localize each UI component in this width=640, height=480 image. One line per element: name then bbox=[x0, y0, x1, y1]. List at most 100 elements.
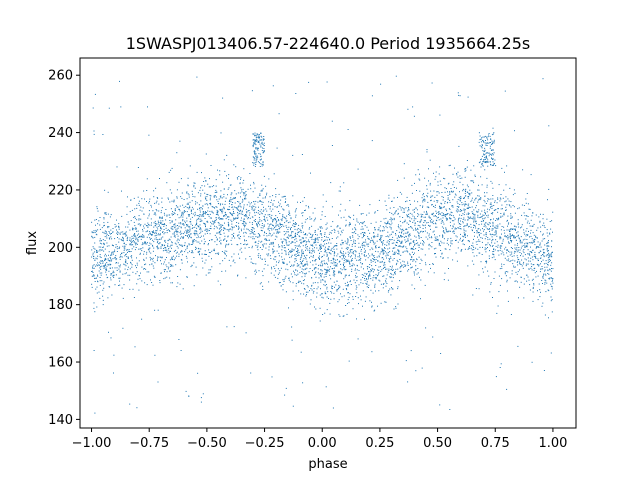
data-point bbox=[386, 274, 388, 276]
data-point bbox=[411, 218, 413, 220]
data-point bbox=[327, 258, 329, 260]
data-point bbox=[487, 242, 489, 244]
data-point bbox=[276, 229, 278, 231]
data-point bbox=[159, 238, 160, 240]
data-point bbox=[174, 208, 176, 210]
data-point bbox=[231, 206, 233, 208]
data-point bbox=[249, 221, 251, 223]
data-point bbox=[133, 228, 135, 230]
data-point bbox=[551, 251, 553, 253]
data-point bbox=[222, 181, 224, 183]
data-point bbox=[315, 263, 317, 265]
data-point bbox=[201, 215, 203, 217]
data-point bbox=[184, 220, 186, 222]
data-point bbox=[393, 242, 395, 244]
data-point bbox=[479, 252, 481, 254]
data-point bbox=[258, 240, 260, 242]
data-point bbox=[337, 253, 339, 255]
data-point bbox=[374, 309, 376, 311]
data-point bbox=[155, 231, 157, 233]
data-point bbox=[551, 288, 553, 290]
data-point bbox=[487, 208, 489, 210]
data-point bbox=[259, 224, 261, 226]
data-point bbox=[360, 282, 362, 284]
data-point bbox=[531, 279, 533, 281]
data-point bbox=[202, 189, 204, 191]
data-point bbox=[231, 229, 233, 231]
data-point bbox=[244, 215, 246, 217]
data-point bbox=[334, 231, 336, 233]
data-point bbox=[500, 213, 502, 214]
data-point bbox=[471, 249, 473, 251]
data-point bbox=[309, 261, 311, 263]
data-point bbox=[91, 221, 93, 223]
data-point bbox=[323, 245, 325, 247]
data-point bbox=[414, 274, 415, 276]
data-point bbox=[228, 201, 230, 202]
data-point bbox=[269, 233, 271, 235]
data-point bbox=[440, 206, 442, 208]
data-point bbox=[539, 296, 541, 298]
data-point bbox=[512, 194, 514, 196]
data-point bbox=[345, 252, 347, 254]
data-point bbox=[96, 234, 98, 236]
data-point bbox=[536, 237, 538, 239]
data-point bbox=[268, 226, 270, 228]
data-point bbox=[276, 220, 278, 222]
data-point bbox=[321, 296, 323, 298]
data-point bbox=[131, 244, 133, 246]
data-point bbox=[288, 241, 290, 243]
data-point bbox=[255, 211, 257, 213]
data-point bbox=[107, 259, 109, 261]
data-point bbox=[547, 289, 549, 291]
data-point bbox=[391, 200, 393, 202]
data-point bbox=[272, 234, 274, 236]
data-point bbox=[165, 227, 167, 229]
data-point bbox=[537, 264, 539, 266]
data-point bbox=[113, 354, 115, 356]
data-point bbox=[304, 255, 306, 257]
data-point bbox=[405, 201, 406, 203]
data-point bbox=[441, 192, 443, 193]
data-point bbox=[184, 251, 186, 253]
data-point bbox=[514, 266, 516, 268]
data-point bbox=[237, 235, 239, 237]
data-point bbox=[283, 247, 285, 249]
data-point bbox=[423, 225, 425, 227]
data-point bbox=[124, 245, 126, 247]
data-point bbox=[393, 207, 395, 208]
data-point bbox=[163, 223, 165, 225]
data-point bbox=[252, 236, 254, 238]
data-point bbox=[528, 208, 530, 210]
data-point bbox=[214, 220, 216, 221]
data-point bbox=[422, 206, 423, 208]
data-point bbox=[420, 269, 422, 271]
data-point bbox=[135, 227, 137, 229]
data-point bbox=[95, 224, 96, 226]
data-point bbox=[399, 259, 401, 260]
data-point bbox=[358, 242, 360, 244]
data-point bbox=[219, 195, 221, 197]
data-point bbox=[401, 240, 403, 242]
data-point bbox=[551, 240, 553, 242]
data-point bbox=[190, 210, 192, 212]
data-point bbox=[491, 233, 493, 235]
data-point bbox=[259, 213, 261, 215]
data-point bbox=[484, 249, 486, 251]
data-point bbox=[220, 234, 222, 235]
data-point bbox=[295, 283, 297, 285]
data-point bbox=[468, 241, 470, 243]
data-point bbox=[284, 239, 286, 241]
data-point bbox=[283, 281, 285, 282]
data-point bbox=[405, 360, 407, 362]
data-point bbox=[409, 220, 411, 222]
data-point bbox=[273, 242, 274, 244]
data-point bbox=[443, 230, 445, 232]
data-point bbox=[362, 241, 364, 243]
data-point bbox=[420, 213, 422, 215]
data-point bbox=[281, 226, 283, 228]
data-point bbox=[218, 224, 220, 226]
data-point bbox=[294, 239, 296, 241]
data-point bbox=[375, 221, 377, 223]
data-point bbox=[504, 90, 506, 92]
